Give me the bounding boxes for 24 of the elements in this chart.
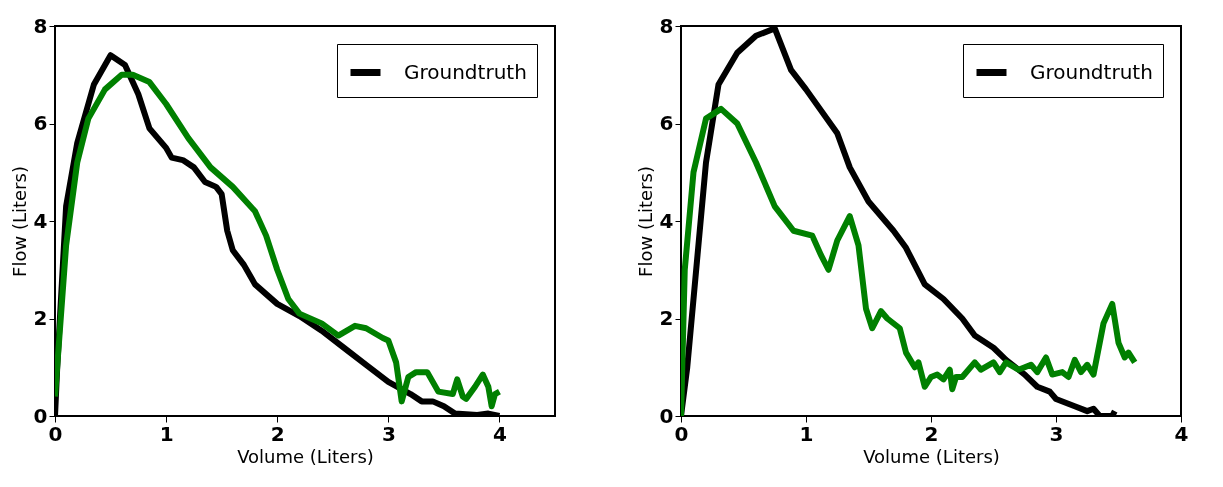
y-tick-label: 4 — [659, 208, 674, 233]
x-tick-label: 4 — [492, 421, 507, 446]
y-axis-title: Flow (Liters) — [8, 166, 30, 277]
legend-label: Groundtruth — [1030, 59, 1153, 84]
x-tick-label: 2 — [270, 421, 285, 446]
y-tick-label: 8 — [659, 13, 674, 38]
x-tick-label: 3 — [1049, 421, 1064, 446]
y-tick-label: 8 — [33, 13, 48, 38]
y-tick-label: 6 — [659, 111, 674, 135]
y-tick-label: 0 — [33, 403, 48, 428]
x-tick-label: 3 — [381, 421, 396, 446]
y-tick-label: 4 — [33, 208, 48, 233]
y-axis-title: Flow (Liters) — [634, 166, 656, 277]
x-tick-label: 4 — [1174, 421, 1189, 446]
y-tick-label: 2 — [659, 306, 674, 330]
y-tick-label: 2 — [33, 306, 48, 330]
x-axis-title: Volume (Liters) — [237, 445, 374, 467]
x-tick-label: 1 — [159, 421, 174, 446]
x-tick-label: 2 — [924, 421, 939, 446]
x-axis-title: Volume (Liters) — [863, 445, 1000, 467]
legend-label: Groundtruth — [404, 59, 527, 84]
y-tick-label: 6 — [33, 111, 48, 135]
y-tick-label: 0 — [659, 403, 674, 428]
x-tick-label: 1 — [799, 421, 814, 446]
